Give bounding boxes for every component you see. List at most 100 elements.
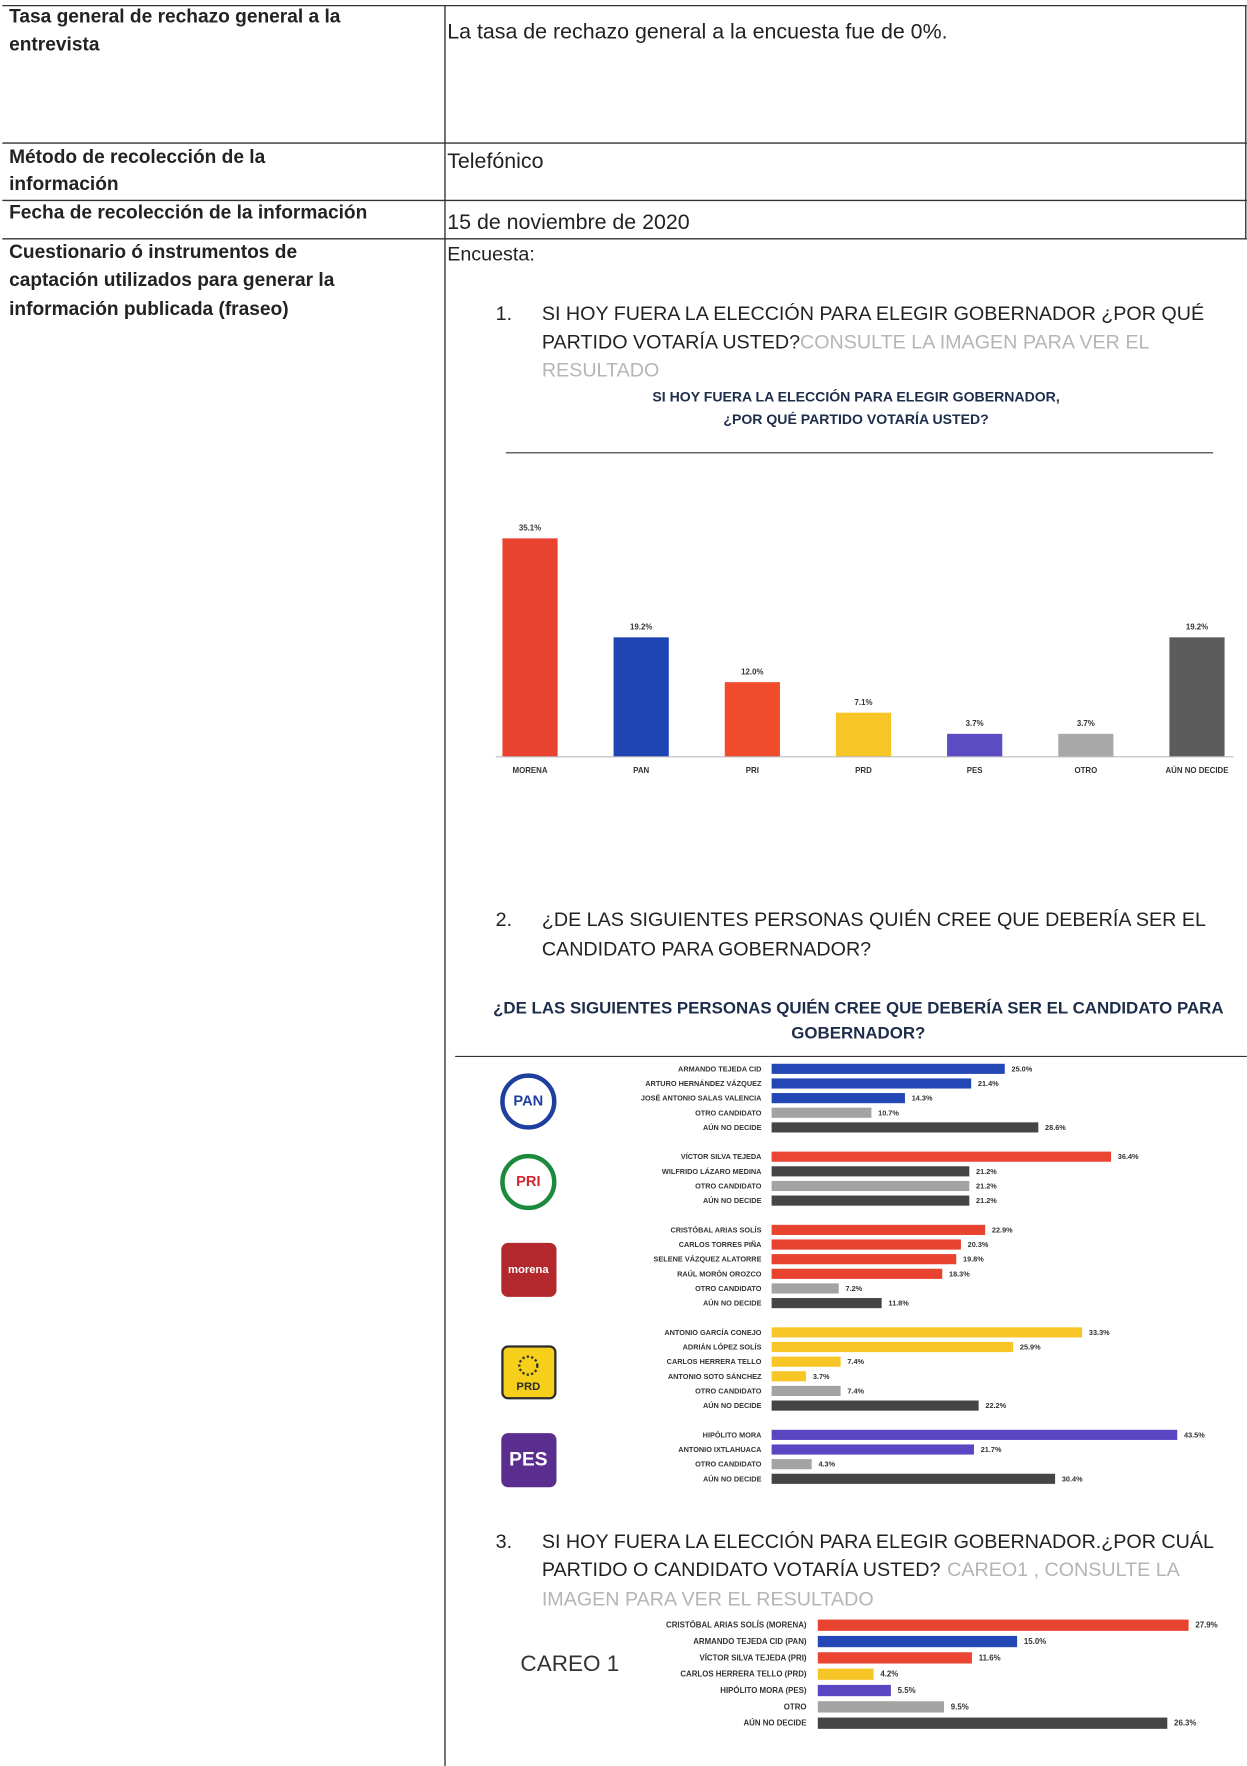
- bar: [817, 1652, 972, 1664]
- question-text: PARTIDO VOTARÍA USTED?: [542, 330, 800, 353]
- party-logo: [501, 1345, 557, 1400]
- value-label: 21.2%: [976, 1167, 997, 1176]
- bar: [771, 1107, 872, 1118]
- candidate-label: CARLOS TORRES PIÑA: [679, 1240, 762, 1249]
- bar: [771, 1298, 882, 1309]
- row-label: información publicada (fraseo): [9, 299, 288, 320]
- bar: [771, 1444, 974, 1455]
- row-label: entrevista: [9, 35, 100, 56]
- category-label: MORENA: [513, 766, 548, 775]
- value-label: 35.1%: [519, 524, 541, 533]
- party-logo: [500, 1073, 557, 1130]
- value-label: 21.2%: [976, 1196, 997, 1205]
- bar: [724, 682, 780, 757]
- value-label: 4.2%: [880, 1670, 898, 1679]
- candidate-label: CARLOS HERRERA TELLO: [667, 1357, 762, 1366]
- candidate-label: HIPÓLITO MORA: [703, 1430, 762, 1439]
- category-label: PAN: [633, 766, 649, 775]
- value-label: 28.6%: [1045, 1123, 1066, 1132]
- bar: [817, 1684, 891, 1697]
- bar: [771, 1400, 979, 1411]
- question-number: 2.: [496, 909, 512, 931]
- category-label: OTRO: [1074, 766, 1097, 775]
- candidate-label: ARMANDO TEJEDA CID: [678, 1064, 761, 1073]
- bar: [771, 1254, 957, 1265]
- bar: [771, 1224, 986, 1235]
- row-label: captación utilizados para generar la: [9, 270, 335, 291]
- question-text: SI HOY FUERA LA ELECCIÓN PARA ELEGIR GOB…: [542, 1530, 1214, 1553]
- bar: [771, 1371, 807, 1382]
- value-label: 25.9%: [1020, 1343, 1041, 1352]
- value-label: 30.4%: [1062, 1474, 1083, 1483]
- candidate-label: JOSÉ ANTONIO SALAS VALENCIA: [641, 1094, 762, 1103]
- value-label: 27.9%: [1195, 1621, 1217, 1630]
- category-label: VÍCTOR SILVA TEJEDA (PRI): [699, 1653, 806, 1662]
- category-label: AÚN NO DECIDE: [1165, 766, 1228, 775]
- candidate-label: OTRO CANDIDATO: [695, 1284, 762, 1293]
- value-label: 11.6%: [979, 1653, 1001, 1662]
- bar: [947, 733, 1003, 757]
- bar: [771, 1327, 1083, 1338]
- value-label: 26.3%: [1174, 1719, 1196, 1728]
- value-label: 33.3%: [1089, 1328, 1110, 1337]
- value-label: 14.3%: [912, 1094, 933, 1103]
- candidate-label: AÚN NO DECIDE: [703, 1401, 762, 1410]
- value-label: 21.4%: [978, 1079, 999, 1088]
- category-label: ARMANDO TEJEDA CID (PAN): [693, 1637, 807, 1646]
- bar: [771, 1093, 905, 1104]
- bar: [502, 538, 558, 757]
- question-note: IMAGEN PARA VER EL RESULTADO: [542, 1588, 874, 1610]
- table-borders: [2, 4, 1247, 1766]
- bar: [771, 1459, 812, 1470]
- category-label: CARLOS HERRERA TELLO (PRD): [680, 1670, 807, 1679]
- logo-sun: [518, 1355, 539, 1376]
- bar: [771, 1195, 970, 1206]
- candidate-label: WILFRIDO LÁZARO MEDINA: [662, 1167, 762, 1176]
- bar: [817, 1717, 1168, 1729]
- row-value: La tasa de rechazo general a la encuesta…: [447, 20, 947, 44]
- value-label: 7.2%: [846, 1284, 863, 1293]
- value-label: 22.9%: [992, 1225, 1013, 1234]
- value-label: 10.7%: [878, 1108, 899, 1117]
- row-label: Método de recolección de la: [9, 147, 265, 168]
- chart-title: SI HOY FUERA LA ELECCIÓN PARA ELEGIR GOB…: [652, 387, 1059, 404]
- candidate-label: OTRO CANDIDATO: [695, 1108, 762, 1117]
- candidate-label: CRISTÓBAL ARIAS SOLÍS: [670, 1225, 761, 1234]
- value-label: 19.2%: [630, 623, 652, 632]
- party-logo: [501, 1242, 557, 1297]
- chart-label: CAREO 1: [520, 1651, 619, 1676]
- question-number: 1.: [496, 303, 512, 325]
- value-label: 36.4%: [1118, 1152, 1139, 1161]
- row-label: Fecha de recolección de la información: [9, 202, 367, 223]
- question-note: CONSULTE LA IMAGEN PARA VER EL: [800, 331, 1149, 353]
- value-label: 11.8%: [888, 1299, 909, 1308]
- category-label: OTRO: [784, 1702, 807, 1711]
- bar: [817, 1619, 1189, 1631]
- bar: [817, 1668, 874, 1680]
- row-value: Telefónico: [447, 149, 543, 173]
- value-label: 21.2%: [976, 1181, 997, 1190]
- value-label: 9.5%: [951, 1702, 969, 1711]
- candidate-label: AÚN NO DECIDE: [703, 1474, 762, 1483]
- category-label: PES: [967, 766, 983, 775]
- candidate-label: ANTONIO SOTO SÁNCHEZ: [668, 1372, 762, 1381]
- party-logo-text: morena: [508, 1264, 549, 1276]
- bar: [817, 1635, 1018, 1648]
- category-label: CRISTÓBAL ARIAS SOLÍS (MORENA): [666, 1621, 807, 1630]
- question-line: PARTIDO O CANDIDATO VOTARÍA USTED? CAREO1…: [542, 1558, 1181, 1581]
- row-label: Cuestionario ó instrumentos de: [9, 242, 297, 263]
- question-line: PARTIDO VOTARÍA USTED?CONSULTE LA IMAGEN…: [542, 330, 1150, 353]
- value-label: 12.0%: [741, 668, 763, 677]
- bar: [771, 1385, 841, 1397]
- bar: [771, 1122, 1039, 1133]
- row-label: información: [9, 174, 118, 195]
- value-label: 3.7%: [1077, 719, 1095, 728]
- bar: [771, 1239, 961, 1250]
- value-label: 25.0%: [1012, 1064, 1033, 1073]
- value-label: 4.3%: [818, 1460, 835, 1469]
- category-label: HIPÓLITO MORA (PES): [720, 1686, 807, 1695]
- candidate-label: OTRO CANDIDATO: [695, 1460, 762, 1469]
- value-label: 18.3%: [949, 1269, 970, 1278]
- question-text: ¿DE LAS SIGUIENTES PERSONAS QUIÉN CREE Q…: [542, 908, 1206, 931]
